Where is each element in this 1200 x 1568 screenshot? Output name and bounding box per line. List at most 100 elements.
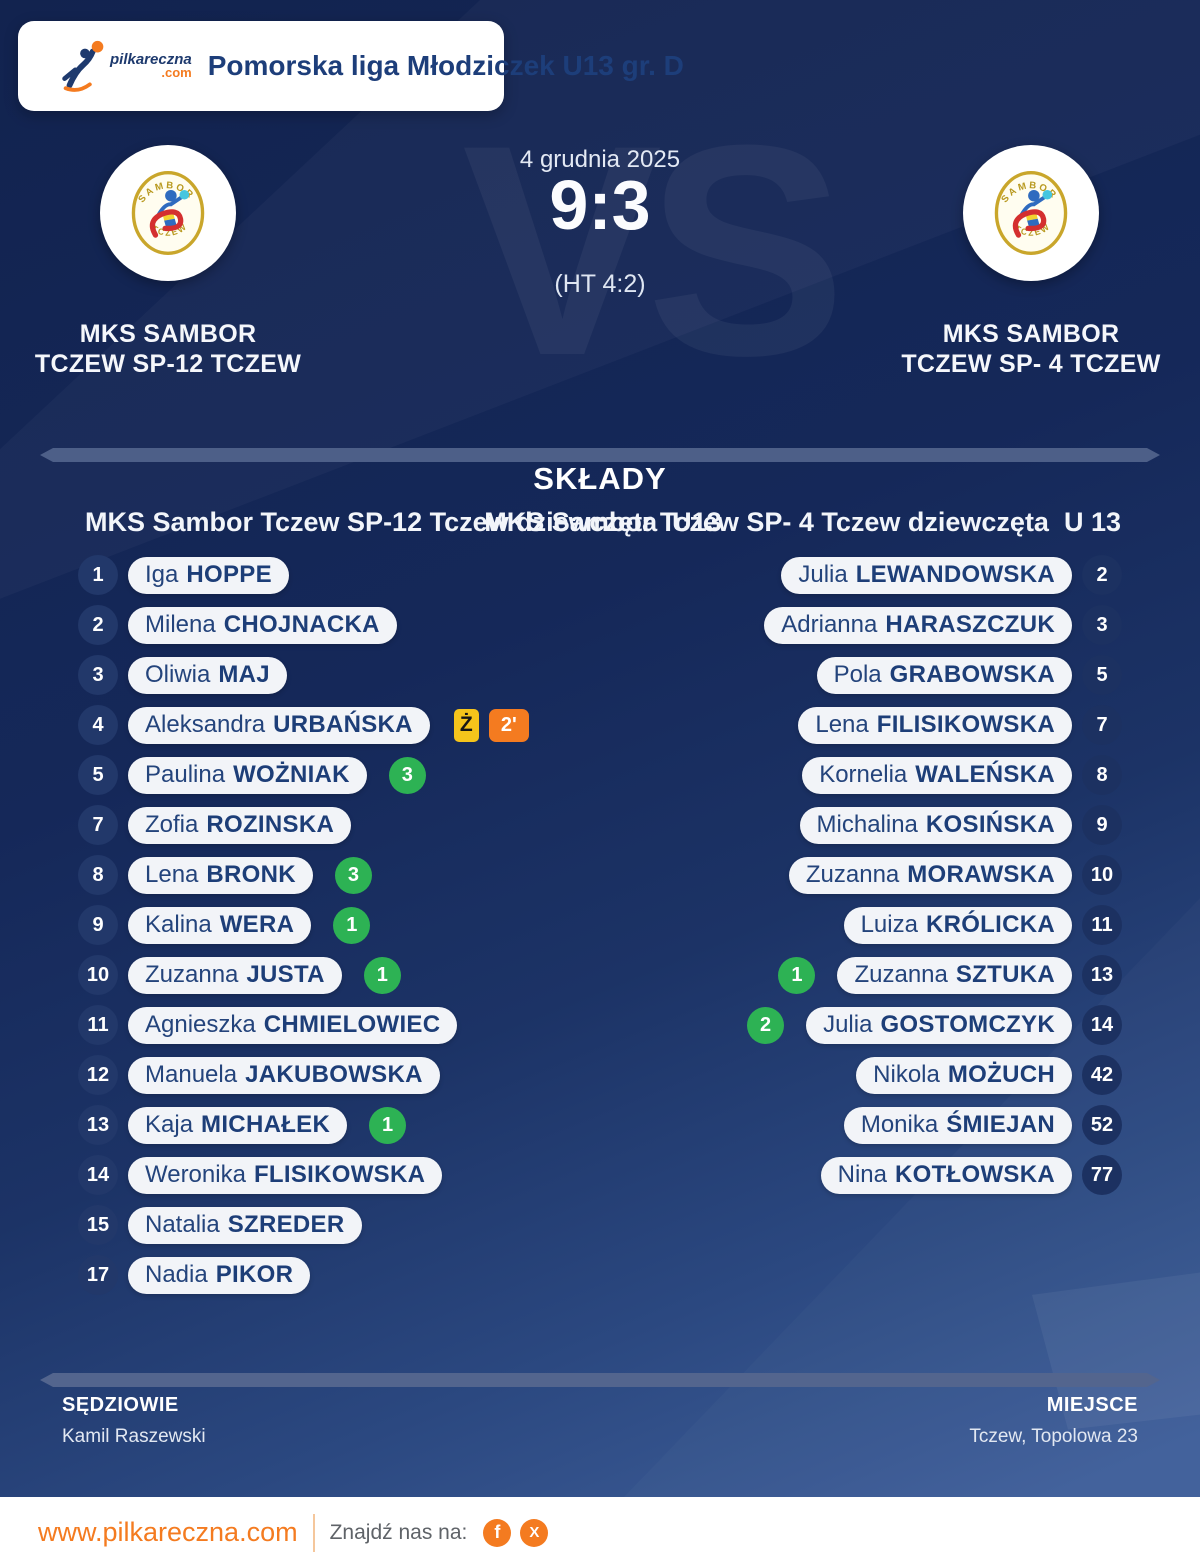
player-first-name: Iga [145,561,179,588]
away-team-name-line2: TCZEW SP- 4 TCZEW [901,350,1161,378]
player-row: Pola GRABOWSKA 5 [816,655,1122,695]
away-lineup-header: MKS Sambor Tczew SP- 4 Tczew dziewczęta … [484,507,1121,537]
shirt-number: 2 [78,605,118,645]
goals-badge: 1 [369,1106,407,1144]
player-row: 17 Nadia PIKOR [78,1255,311,1295]
player-last-name: MICHAŁEK [201,1111,331,1138]
pilkareczna-logo: pilkareczna .com [52,37,192,95]
player-row: 1 Iga HOPPE [78,555,289,595]
player-pill: Aleksandra URBAŃSKA [128,706,430,744]
player-row: 5 Paulina WOŻNIAK 3 [78,755,426,795]
player-pill: Zuzanna JUSTA [128,956,342,994]
player-last-name: CHOJNACKA [223,611,380,638]
player-first-name: Manuela [145,1061,238,1088]
footer-divider [312,1513,315,1552]
player-last-name: MOŻUCH [947,1061,1055,1088]
shirt-number: 9 [78,905,118,945]
shirt-number: 5 [78,755,118,795]
away-team-logo [963,145,1099,281]
shirt-number: 42 [1082,1055,1122,1095]
handball-player-icon [62,40,104,92]
shirt-number: 15 [78,1205,118,1245]
goals-badge: 1 [363,956,401,994]
player-first-name: Aleksandra [145,711,266,738]
player-last-name: BRONK [206,861,296,888]
shirt-number: 10 [78,955,118,995]
player-first-name: Paulina [145,761,226,788]
player-first-name: Kaja [145,1111,194,1138]
player-last-name: WALEŃSKA [915,761,1055,788]
player-first-name: Kalina [145,911,212,938]
sambor-crest-icon [983,165,1079,261]
player-last-name: MORAWSKA [907,861,1055,888]
home-team-logo [100,145,236,281]
x-twitter-icon[interactable]: X [520,1518,549,1547]
shirt-number: 4 [78,705,118,745]
player-last-name: KOSIŃSKA [925,811,1055,838]
player-first-name: Natalia [145,1211,220,1238]
player-row: Adrianna HARASZCZUK 3 [764,605,1122,645]
shirt-number: 7 [78,805,118,845]
player-row: 14 Weronika FLISIKOWSKA [78,1155,443,1195]
player-last-name: WOŻNIAK [233,761,350,788]
player-first-name: Kornelia [819,761,908,788]
facebook-icon[interactable]: f [483,1518,512,1547]
player-last-name: URBAŃSKA [273,711,413,738]
player-pill: Nadia PIKOR [128,1256,311,1294]
shirt-number: 8 [1082,755,1122,795]
shirt-number: 14 [1082,1005,1122,1045]
player-pill: Oliwia MAJ [128,656,287,694]
shirt-number: 11 [78,1005,118,1045]
player-pill: Zuzanna MORAWSKA [788,856,1072,894]
website-link[interactable]: www.pilkareczna.com [38,1517,298,1547]
player-pill: Iga HOPPE [128,556,289,594]
player-last-name: HOPPE [186,561,272,588]
player-last-name: CHMIELOWIEC [263,1011,441,1038]
player-pill: Adrianna HARASZCZUK [764,606,1072,644]
shirt-number: 2 [1082,555,1122,595]
player-last-name: KRÓLICKA [925,911,1055,938]
player-pill: Monika ŚMIEJAN [843,1106,1072,1144]
player-first-name: Luiza [860,911,918,938]
player-row: 4 Aleksandra URBAŃSKA Ż 2' [78,705,529,745]
player-first-name: Pola [833,661,882,688]
referee-name: Kamil Raszewski [62,1426,206,1447]
shirt-number: 1 [78,555,118,595]
shirt-number: 7 [1082,705,1122,745]
player-row: Nikola MOŻUCH 42 [856,1055,1122,1095]
player-row: 13 Kaja MICHAŁEK 1 [78,1105,407,1145]
section-divider-bar [40,1373,1160,1387]
home-team-name: MKS SAMBOR TCZEW SP-12 TCZEW [0,319,368,379]
player-pill: Julia GOSTOMCZYK [806,1006,1072,1044]
player-last-name: FILISIKOWSKA [876,711,1055,738]
home-team-name-line2: TCZEW SP-12 TCZEW [34,350,302,378]
player-row: 10 Zuzanna JUSTA 1 [78,955,401,995]
venue-label: MIEJSCE [1046,1394,1138,1416]
player-pill: Lena BRONK [128,856,313,894]
shirt-number: 3 [1082,605,1122,645]
player-pill: Paulina WOŻNIAK [128,756,367,794]
player-row: 8 Lena BRONK 3 [78,855,372,895]
player-pill: Pola GRABOWSKA [816,656,1072,694]
player-row: Kornelia WALEŃSKA 8 [802,755,1122,795]
player-last-name: GRABOWSKA [889,661,1055,688]
match-date: 4 grudnia 2025 [519,146,681,173]
player-row: 3 Oliwia MAJ [78,655,287,695]
player-first-name: Julia [798,561,848,588]
player-row: Luiza KRÓLICKA 11 [843,905,1122,945]
lineups-title: SKŁADY [533,461,667,496]
player-pill: Milena CHOJNACKA [128,606,397,644]
player-last-name: JAKUBOWSKA [245,1061,423,1088]
goals-badge: 1 [333,906,371,944]
player-first-name: Weronika [145,1161,246,1188]
shirt-number: 5 [1082,655,1122,695]
referees-label: SĘDZIOWIE [62,1394,179,1416]
player-first-name: Nina [837,1161,887,1188]
player-pill: Weronika FLISIKOWSKA [128,1156,443,1194]
player-last-name: ŚMIEJAN [946,1111,1055,1138]
player-last-name: PIKOR [215,1261,294,1288]
player-pill: Kaja MICHAŁEK [128,1106,348,1144]
goals-badge: 1 [778,956,816,994]
player-first-name: Monika [860,1111,939,1138]
